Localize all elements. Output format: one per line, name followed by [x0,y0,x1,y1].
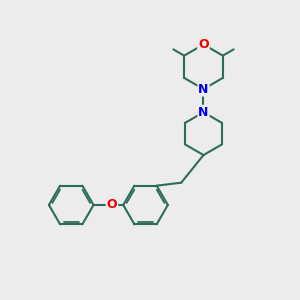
Text: O: O [106,199,117,212]
Text: O: O [198,38,209,51]
Text: N: N [198,82,209,96]
Text: N: N [198,106,209,119]
